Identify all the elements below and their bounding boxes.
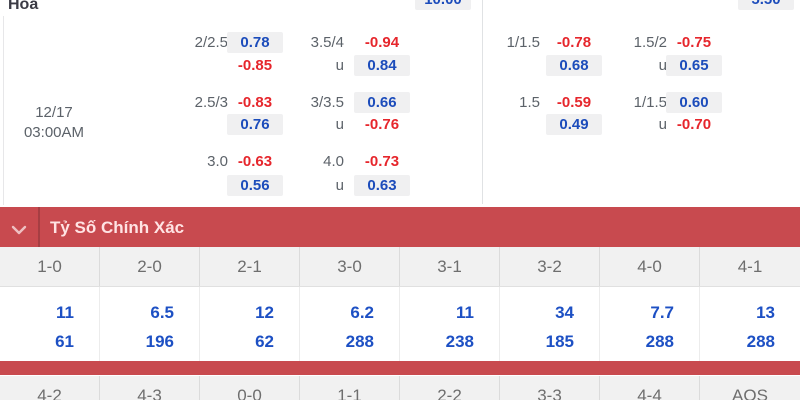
- odds-price-draw[interactable]: 10.00: [415, 0, 471, 10]
- score-odds[interactable]: 6.5: [150, 303, 174, 322]
- score-header: 4-0: [600, 247, 700, 286]
- odds-price[interactable]: 0.49: [546, 114, 602, 135]
- table-left-border: [3, 16, 4, 205]
- score-odds[interactable]: 61: [55, 332, 74, 351]
- section-title: Tỷ Số Chính Xác: [50, 218, 185, 237]
- odds-price[interactable]: 0.60: [666, 92, 722, 113]
- score-header: 2-1: [200, 247, 300, 286]
- red-separator-bar: [0, 361, 800, 375]
- under-mark: u: [335, 116, 344, 133]
- score-header: 3-2: [500, 247, 600, 286]
- score-header: AOS: [732, 386, 768, 400]
- total-label: 3.5/4: [310, 34, 344, 51]
- score-header: 1-1: [300, 376, 400, 400]
- odds-price[interactable]: -0.73: [364, 153, 400, 170]
- score-header: 3-0: [300, 247, 400, 286]
- match-datetime: 12/17 03:00AM: [0, 103, 108, 143]
- odds-price[interactable]: -0.83: [237, 94, 273, 111]
- score-cell: 7.7 288: [600, 287, 700, 361]
- score-odds[interactable]: 196: [145, 332, 174, 351]
- odds-price[interactable]: -0.63: [237, 153, 273, 170]
- score-header: 3-3: [500, 376, 600, 400]
- under-mark: u: [658, 57, 667, 74]
- total-label: 4.0: [323, 153, 344, 170]
- odds-price[interactable]: 0.66: [354, 92, 410, 113]
- total-label: 1/1.5: [633, 94, 667, 111]
- score-cell: 6.5 196: [100, 287, 200, 361]
- odds-price[interactable]: -0.78: [556, 34, 592, 51]
- score-odds[interactable]: 288: [345, 332, 374, 351]
- score-odds[interactable]: 12: [255, 303, 274, 322]
- score-odds-row: 11 61 6.5 196 12 62 6.2 288 11 238 34 18…: [0, 287, 800, 361]
- score-header: 4-4: [600, 376, 700, 400]
- odds-price[interactable]: -0.70: [676, 116, 712, 133]
- odds-price[interactable]: 0.78: [227, 32, 283, 53]
- odds-price[interactable]: 0.63: [354, 175, 410, 196]
- score-odds[interactable]: 11: [456, 303, 474, 322]
- score-cell: 11 61: [0, 287, 100, 361]
- odds-price[interactable]: -0.59: [556, 94, 592, 111]
- score-header: 2-0: [100, 247, 200, 286]
- score-odds[interactable]: 7.7: [650, 303, 674, 322]
- odds-price[interactable]: 0.65: [666, 55, 722, 76]
- odds-price[interactable]: 0.84: [354, 55, 410, 76]
- chevron-down-icon: [11, 222, 27, 240]
- odds-price[interactable]: -0.94: [364, 34, 400, 51]
- score-odds[interactable]: 34: [555, 303, 574, 322]
- odds-price[interactable]: -0.85: [237, 57, 273, 74]
- score-header: 1-0: [0, 247, 100, 286]
- score-odds[interactable]: 62: [255, 332, 274, 351]
- total-label: 3/3.5: [310, 94, 344, 111]
- odds-price[interactable]: -0.76: [364, 116, 400, 133]
- draw-label: Hòa: [8, 0, 39, 13]
- score-cell: 11 238: [400, 287, 500, 361]
- score-header: 4-1: [737, 257, 763, 276]
- score-cell: 12 62: [200, 287, 300, 361]
- score-cell: 34 185: [500, 287, 600, 361]
- handicap-label: 1/1.5: [506, 34, 540, 51]
- section-header-correct-score[interactable]: Tỷ Số Chính Xác: [0, 207, 800, 247]
- score-cell: 6.2 288: [300, 287, 400, 361]
- under-mark: u: [658, 116, 667, 133]
- score-odds[interactable]: 13: [756, 303, 775, 322]
- score-odds[interactable]: 288: [746, 332, 775, 351]
- odds-price[interactable]: 0.76: [227, 114, 283, 135]
- under-mark: u: [335, 57, 344, 74]
- column-divider: [482, 0, 483, 204]
- score-header: 4-2: [0, 376, 100, 400]
- handicap-label: 3.0: [207, 153, 228, 170]
- score-header: 2-2: [400, 376, 500, 400]
- score-header-row: 1-0 2-0 2-1 3-0 3-1 3-2 4-0 4-1: [0, 247, 800, 287]
- odds-price[interactable]: -0.75: [676, 34, 712, 51]
- odds-price[interactable]: 0.68: [546, 55, 602, 76]
- odds-price[interactable]: 0.56: [227, 175, 283, 196]
- score-odds[interactable]: 11: [56, 303, 74, 322]
- score-cell: 13 288: [700, 287, 800, 361]
- handicap-label: 1.5: [519, 94, 540, 111]
- score-header: 3-1: [400, 247, 500, 286]
- under-mark: u: [335, 177, 344, 194]
- score-odds[interactable]: 238: [445, 332, 474, 351]
- score-odds[interactable]: 185: [545, 332, 574, 351]
- section-header-divider: [38, 207, 40, 247]
- handicap-label: 2/2.5: [194, 34, 228, 51]
- score-odds[interactable]: 6.2: [350, 303, 374, 322]
- score-header-row: 4-2 4-3 0-0 1-1 2-2 3-3 4-4 AOS: [0, 376, 800, 400]
- match-time: 03:00AM: [23, 124, 85, 141]
- total-label: 1.5/2: [633, 34, 667, 51]
- handicap-label: 2.5/3: [194, 94, 228, 111]
- score-odds[interactable]: 288: [645, 332, 674, 351]
- score-header: 0-0: [200, 376, 300, 400]
- handicap-odds-table: Hòa 10.00 5.50 12/17 03:00AM 2/2.5 0.78 …: [0, 0, 794, 205]
- match-date: 12/17: [35, 104, 73, 121]
- score-header: 4-3: [100, 376, 200, 400]
- odds-price-away[interactable]: 5.50: [738, 0, 794, 10]
